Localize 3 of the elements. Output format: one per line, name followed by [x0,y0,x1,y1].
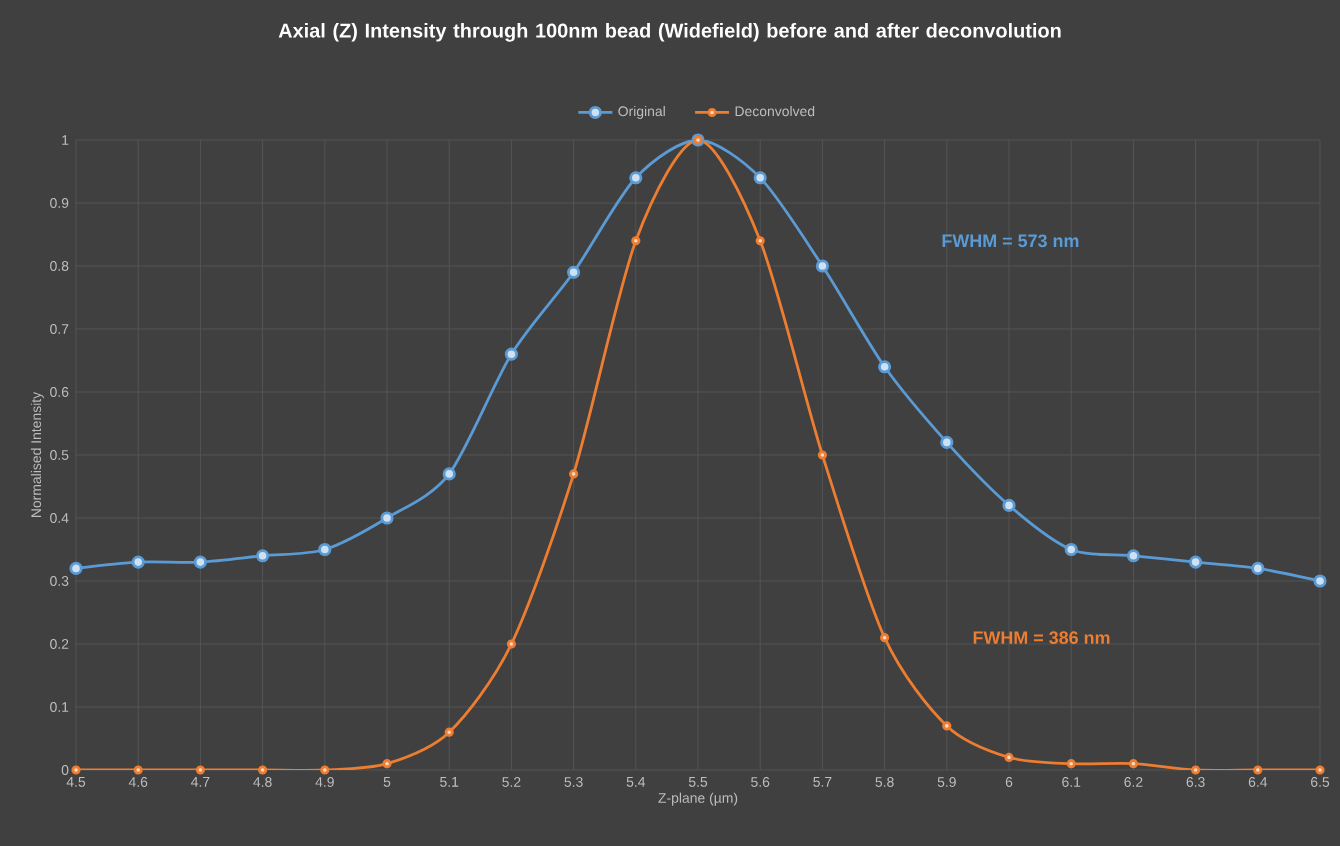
annotation: FWHM = 573 nm [942,234,1079,248]
chart-title: Axial (Z) Intensity through 100nm bead (Widefield) before and after deconvolution [278,23,1061,42]
annotation: FWHM = 386 nm [973,631,1110,645]
